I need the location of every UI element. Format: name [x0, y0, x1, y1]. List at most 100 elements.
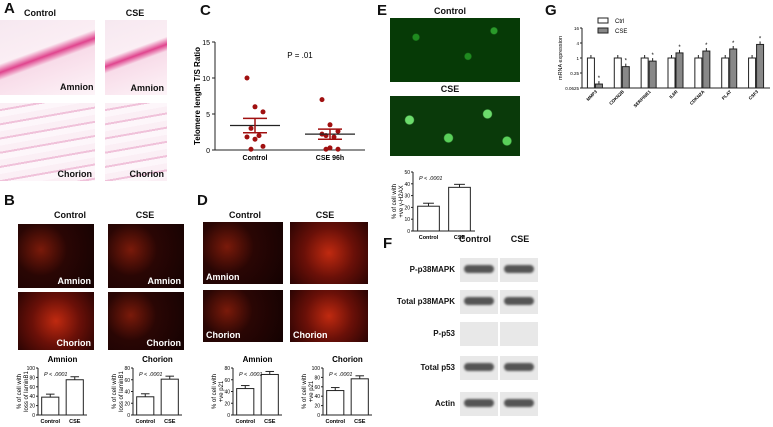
image-tag: Amnion — [57, 276, 92, 286]
significance-marker: * — [651, 53, 654, 59]
y-axis-label: loss of laminB1 — [119, 370, 125, 411]
header-control: Control — [229, 210, 261, 220]
y-axis-label: % of cell with — [302, 374, 308, 409]
y-axis-label: loss of laminB1 — [24, 370, 30, 411]
y-tick-label: 100 — [312, 366, 321, 372]
blot-band — [464, 297, 494, 305]
blot-band — [504, 265, 534, 273]
image-tag: Amnion — [60, 82, 94, 92]
y-axis-label: % of cell with — [392, 184, 398, 219]
bar — [621, 66, 630, 89]
image-chorion-control: Chorion — [203, 290, 283, 342]
blot-band — [504, 297, 534, 305]
blot-control — [460, 290, 498, 314]
image-tag: Amnion — [206, 272, 240, 282]
bar — [748, 57, 757, 89]
y-tick-label: 10 — [404, 217, 410, 223]
x-tick-label: CSE — [454, 235, 466, 241]
image-tag: Chorion — [293, 330, 328, 340]
y-tick-label: 10 — [202, 76, 210, 83]
image-tag: Amnion — [147, 276, 182, 286]
header-cse: CSE — [510, 234, 530, 244]
blot-cse — [500, 322, 538, 346]
y-tick-label: 20 — [404, 205, 410, 211]
x-tick-label: Control — [235, 419, 255, 425]
chart-title: Amnion — [243, 355, 273, 364]
data-point — [252, 136, 258, 142]
x-tick-label: MMP3 — [585, 89, 598, 102]
blot-band — [464, 265, 494, 273]
blot-band — [504, 363, 534, 371]
blot-cse — [500, 258, 538, 282]
y-axis-label: % of cell with — [112, 374, 118, 409]
bar — [586, 57, 595, 89]
image-chorion-cse: Chorion — [290, 290, 368, 342]
x-tick-label: IL6R — [668, 89, 679, 100]
data-point — [252, 104, 258, 110]
y-tick-label: 40 — [29, 394, 35, 400]
y-tick-label: 30 — [404, 194, 410, 200]
bar — [236, 388, 255, 416]
y-axis-label: % of cell with — [17, 374, 23, 409]
header-control: Control — [459, 234, 491, 244]
bar — [729, 48, 738, 89]
bar — [136, 396, 155, 416]
blot-control — [460, 322, 498, 346]
x-tick-label: Control — [419, 235, 439, 241]
x-tick-label: CDKN2A — [689, 89, 706, 106]
header-cse: CSE — [135, 210, 155, 220]
bar — [417, 205, 440, 232]
y-tick-label: 1 — [576, 56, 579, 61]
header-control: Control — [24, 8, 56, 18]
y-axis-label: +ve γ-H2AX — [399, 185, 405, 217]
panel-label-d: D — [197, 192, 208, 209]
y-tick-label: 20 — [314, 404, 320, 410]
x-tick-label: CSF3 — [748, 89, 760, 101]
x-tick-label: CSE — [354, 419, 366, 425]
blot-row-label: Total p53 — [420, 363, 455, 372]
p-value: P = .01 — [287, 51, 313, 60]
data-point — [244, 75, 250, 81]
y-tick-label: 60 — [314, 385, 320, 391]
image-tag: Chorion — [56, 338, 92, 348]
data-point — [327, 122, 333, 128]
image-amnion-cse: Amnion — [105, 20, 167, 95]
image-chorion-cse: Chorion — [105, 103, 167, 181]
bar — [756, 43, 765, 89]
y-tick-label: 5 — [206, 112, 210, 119]
chart-title: Chorion — [332, 355, 363, 364]
bar — [675, 52, 684, 89]
blot-control — [460, 392, 498, 416]
significance-marker: * — [598, 76, 601, 82]
x-tick-label: SERPINE1 — [633, 89, 653, 109]
chart-e-gh2ax: 0 10 20 30 40 50 % of cell with +ve γ-H2AX Contr… — [392, 170, 475, 241]
panel-label-c: C — [200, 2, 211, 19]
y-tick-label: 4 — [576, 41, 579, 46]
image-amnion-control — [0, 20, 95, 95]
x-tick-label: CSE — [264, 419, 276, 425]
y-tick-label: 40 — [314, 394, 320, 400]
data-point — [319, 97, 325, 103]
significance-marker: * — [759, 36, 762, 42]
bar — [448, 186, 471, 232]
blot-band — [464, 399, 494, 407]
x-tick-label: Control — [135, 419, 155, 425]
y-tick-label: 80 — [224, 366, 230, 372]
x-tick-label: CDKN2B — [608, 89, 625, 106]
y-tick-label: 0 — [32, 413, 35, 419]
data-point — [248, 146, 254, 152]
blot-band — [504, 399, 534, 407]
p-value: P < .0001 — [239, 372, 263, 378]
bar — [260, 373, 279, 416]
bar — [721, 57, 730, 89]
y-tick-label: 0 — [206, 148, 210, 155]
y-tick-label: 16 — [574, 26, 580, 31]
data-point — [335, 128, 341, 134]
significance-marker: * — [732, 41, 735, 47]
data-point — [260, 109, 266, 115]
x-tick-label: Control — [243, 155, 268, 162]
y-tick-label: 20 — [124, 401, 130, 407]
image-amnion-cse — [290, 222, 368, 284]
y-axis-label: % of cell with — [212, 374, 218, 409]
